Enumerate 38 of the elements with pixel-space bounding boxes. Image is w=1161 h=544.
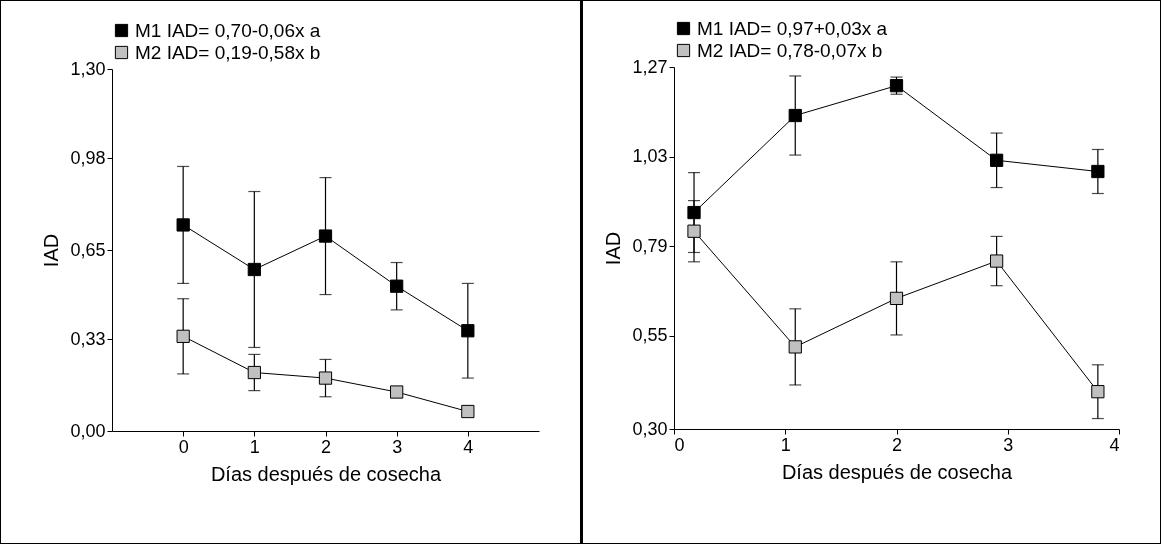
y-tick-label: 1,30 (70, 58, 106, 79)
y-tick-label: 1,27 (632, 56, 668, 77)
x-tick-label: 3 (1003, 434, 1014, 455)
y-tick-label: 0,79 (632, 235, 668, 256)
x-tick-label: 2 (320, 436, 332, 457)
x-tick-label: 4 (1109, 434, 1120, 455)
x-axis-title: Días después de cosecha (210, 462, 442, 485)
y-tick-label: 0,00 (70, 420, 106, 441)
y-axis-title: IAD (602, 231, 625, 266)
y-axis-title: IAD (40, 233, 63, 268)
x-tick-label: 3 (392, 436, 403, 457)
y-tick-label: 0,33 (70, 328, 106, 349)
x-tick-label: 4 (463, 436, 474, 457)
point (176, 329, 190, 343)
x-axis-title: Días después de cosecha (781, 460, 1013, 483)
point (318, 371, 333, 385)
point (461, 324, 475, 338)
x-tick-label: 0 (674, 434, 685, 455)
y-tick-label: 0,65 (70, 239, 106, 260)
legend-label: M2 IAD= 0,19-0,58x b (135, 41, 321, 63)
x-tick-label: 2 (891, 434, 903, 455)
point (461, 404, 475, 419)
point (390, 385, 404, 399)
point (318, 229, 333, 243)
y-tick-label: 0,55 (632, 325, 668, 346)
x-tick-label: 1 (780, 434, 791, 455)
legend-label: M1 IAD= 0,70-0,06x a (135, 19, 321, 41)
y-tick-label: 1,03 (632, 146, 668, 167)
y-tick-label: 0,98 (70, 147, 106, 168)
point (247, 365, 261, 380)
x-tick-label: 0 (178, 436, 189, 457)
y-tick-label: 0,30 (632, 418, 668, 439)
x-tick-label: 1 (249, 436, 260, 457)
point (247, 262, 261, 277)
point (176, 218, 190, 232)
legend-label: M2 IAD= 0,78-0,07x b (697, 39, 883, 61)
legend-label: M1 IAD= 0,97+0,03x a (697, 17, 888, 39)
point (390, 279, 404, 293)
